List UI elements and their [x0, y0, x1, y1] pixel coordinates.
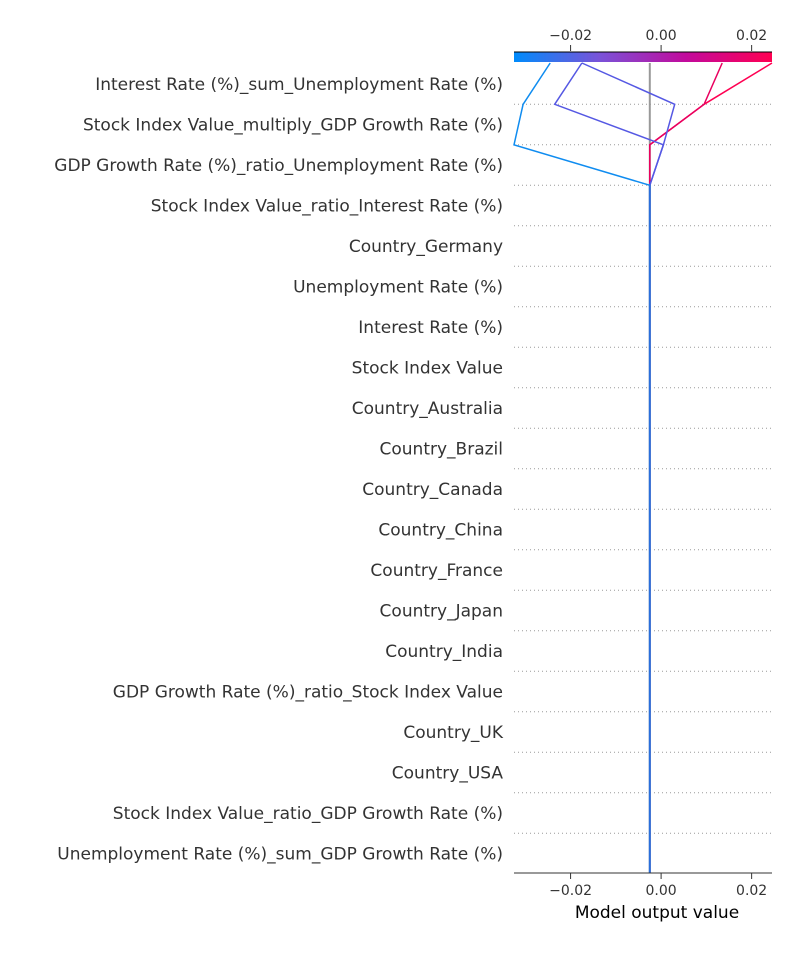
feature-label: Unemployment Rate (%)_sum_GDP Growth Rat… [57, 845, 503, 865]
feature-label: Country_India [385, 642, 503, 662]
bottom-tick-label: 0.00 [646, 883, 677, 899]
feature-label: Country_China [378, 521, 503, 541]
feature-label: Country_Australia [352, 399, 503, 419]
feature-labels: Interest Rate (%)_sum_Unemployment Rate … [54, 75, 504, 865]
decision-lines [513, 62, 773, 873]
decision-line [649, 62, 773, 873]
bottom-tick-label: −0.02 [549, 883, 592, 899]
feature-label: Stock Index Value_ratio_Interest Rate (%… [151, 197, 503, 217]
feature-label: Country_Germany [349, 237, 503, 257]
feature-label: Country_USA [392, 764, 504, 784]
feature-label: GDP Growth Rate (%)_ratio_Unemployment R… [54, 156, 503, 176]
decision-line [649, 62, 723, 873]
feature-label: GDP Growth Rate (%)_ratio_Stock Index Va… [113, 683, 503, 703]
feature-label: Unemployment Rate (%) [293, 278, 503, 298]
decision-line [513, 62, 651, 873]
decision-line [581, 62, 676, 873]
x-axis-title: Model output value [575, 903, 739, 923]
feature-label: Country_Brazil [380, 440, 503, 460]
feature-label: Country_Japan [380, 602, 503, 622]
feature-label: Country_UK [403, 723, 503, 743]
feature-label: Stock Index Value [352, 359, 503, 379]
feature-label: Interest Rate (%) [358, 318, 503, 338]
feature-label: Country_France [370, 561, 503, 581]
grid-layer [514, 103, 772, 834]
top-tick-label: 0.02 [736, 28, 767, 44]
x-axis: −0.02 −0.02 0.00 0.00 0.02 0.02 Model output v… [514, 28, 772, 923]
colorbar-gradient [514, 52, 772, 62]
top-tick-label: −0.02 [549, 28, 592, 44]
bottom-tick-label: 0.02 [736, 883, 767, 899]
top-tick-label: 0.00 [646, 28, 677, 44]
feature-label: Stock Index Value_ratio_GDP Growth Rate … [113, 804, 503, 824]
feature-label: Country_Canada [362, 480, 503, 500]
feature-label: Interest Rate (%)_sum_Unemployment Rate … [95, 75, 503, 95]
feature-label: Stock Index Value_multiply_GDP Growth Ra… [83, 116, 503, 136]
colorbar [514, 51, 772, 62]
